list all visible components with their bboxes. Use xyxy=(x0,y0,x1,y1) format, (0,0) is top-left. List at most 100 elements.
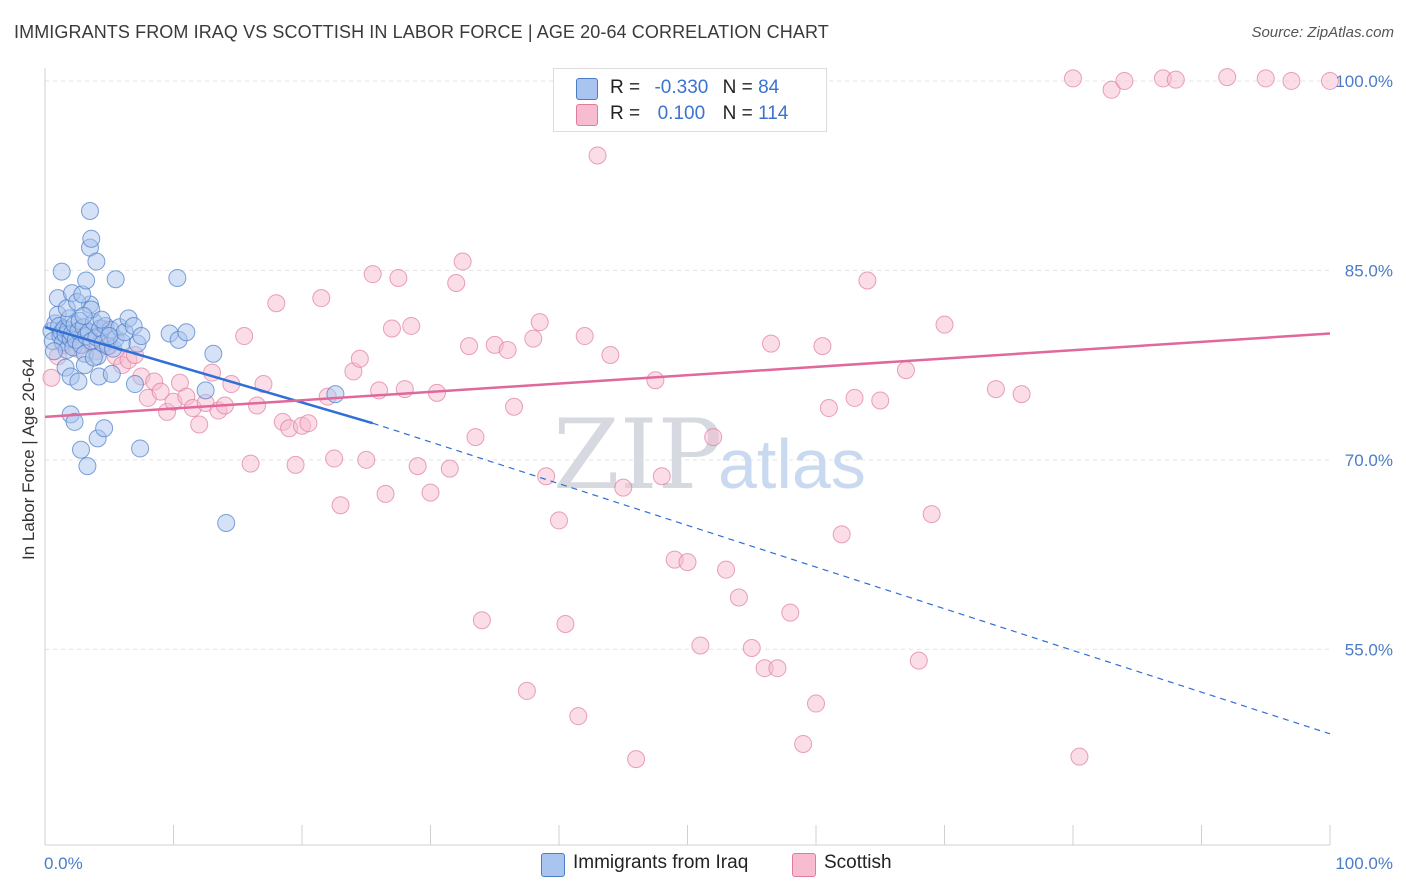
scottish-point xyxy=(447,274,466,293)
iraq-point xyxy=(65,412,84,431)
scottish-point xyxy=(922,505,941,524)
scottish-point xyxy=(588,146,607,165)
scottish-point xyxy=(1282,71,1301,90)
scottish-point xyxy=(505,397,524,416)
scottish-point xyxy=(453,252,472,271)
legend-r-value-iraq: -0.330 xyxy=(654,77,709,98)
scottish-point xyxy=(794,734,813,753)
scottish-point xyxy=(267,294,286,313)
legend-n-value-scottish: 114 xyxy=(758,103,789,124)
scottish-point xyxy=(151,382,170,401)
scottish-trend-line xyxy=(44,332,1331,419)
iraq-point xyxy=(87,252,106,271)
scottish-point xyxy=(389,268,408,287)
scottish-point xyxy=(1321,71,1339,90)
scottish-point xyxy=(325,449,344,468)
scottish-point xyxy=(460,337,479,356)
scottish-point xyxy=(421,483,440,502)
x-tick-label-max: 100.0% xyxy=(1335,854,1393,873)
scottish-point xyxy=(556,614,575,633)
scottish-point xyxy=(896,361,915,380)
scottish-point xyxy=(299,414,318,433)
scottish-point xyxy=(241,454,260,473)
scottish-point xyxy=(382,319,401,338)
iraq-point xyxy=(106,270,125,289)
scottish-point xyxy=(312,289,331,308)
legend-label-scottish: Scottish xyxy=(824,852,892,873)
iraq-point xyxy=(125,375,144,394)
source-label: Source: ZipAtlas.com xyxy=(1251,24,1394,41)
y-tick-label: 55.0% xyxy=(1345,640,1393,659)
scottish-point xyxy=(729,588,748,607)
iraq-point xyxy=(204,344,223,363)
scottish-point xyxy=(569,707,588,726)
watermark-zip: ZIP xyxy=(553,399,722,511)
scottish-point xyxy=(986,380,1005,399)
iraq-point xyxy=(44,342,63,361)
iraq-point xyxy=(132,327,151,346)
scottish-point xyxy=(248,396,267,415)
scottish-point xyxy=(1064,69,1082,88)
scottish-point xyxy=(614,478,633,497)
scottish-point xyxy=(190,415,209,434)
legend-n-value-iraq: 84 xyxy=(758,77,780,98)
axes xyxy=(44,68,1331,846)
series-legend: Immigrants from Iraq Scottish xyxy=(0,852,1406,878)
trend-lines xyxy=(44,326,1331,735)
scottish-point xyxy=(762,334,781,353)
watermark: ZIP atlas xyxy=(553,399,866,511)
scottish-point xyxy=(466,428,485,447)
scottish-point xyxy=(1256,69,1275,88)
scottish-point xyxy=(871,391,890,410)
iraq-point xyxy=(74,306,93,325)
legend-swatch-scottish xyxy=(576,104,598,126)
scottish-point xyxy=(1102,80,1121,99)
scottish-point xyxy=(742,638,761,657)
legend-swatch-iraq xyxy=(541,853,565,877)
scottish-point xyxy=(1070,747,1089,766)
scottish-point xyxy=(845,388,864,407)
scottish-point xyxy=(575,327,594,346)
legend-r-label: R = xyxy=(610,103,641,124)
scottish-point xyxy=(819,399,838,418)
scottish-point xyxy=(768,659,787,678)
iraq-point xyxy=(177,323,196,342)
iraq-point xyxy=(217,513,236,532)
scottish-point xyxy=(408,457,427,476)
scottish-point xyxy=(517,681,536,700)
scottish-point xyxy=(331,496,350,515)
iraq-point xyxy=(69,372,88,391)
scottish-point xyxy=(646,371,665,390)
legend-stats-iraq: R = -0.330 N = 84 xyxy=(610,77,779,99)
iraq-trend-line xyxy=(44,326,374,425)
scottish-point xyxy=(704,428,723,447)
scottish-point xyxy=(935,315,954,334)
scottish-point xyxy=(781,603,800,622)
iraq-point xyxy=(78,457,97,476)
scottish-point xyxy=(652,467,671,486)
iraq-point xyxy=(84,348,103,367)
y-axis-label: In Labor Force | Age 20-64 xyxy=(19,358,38,560)
scottish-point xyxy=(286,455,305,474)
legend-stats-scottish: R = 0.100 N = 114 xyxy=(610,103,788,125)
iraq-point xyxy=(52,262,71,281)
iraq-point xyxy=(71,440,90,459)
legend-swatch-scottish xyxy=(792,853,816,877)
chart-title: IMMIGRANTS FROM IRAQ VS SCOTTISH IN LABO… xyxy=(14,22,829,42)
scottish-point xyxy=(691,636,710,655)
scottish-point xyxy=(440,459,459,478)
y-tick-label: 85.0% xyxy=(1345,261,1393,280)
iraq-point xyxy=(100,327,119,346)
iraq-point xyxy=(326,385,345,404)
scottish-point xyxy=(363,265,382,284)
scottish-point xyxy=(1115,71,1134,90)
x-tick-label-min: 0.0% xyxy=(44,854,83,873)
y-tick-labels: 55.0% 70.0% 85.0% 100.0% xyxy=(1335,72,1393,659)
y-tick-label: 100.0% xyxy=(1335,72,1393,91)
scottish-point xyxy=(807,694,825,713)
legend-swatch-iraq xyxy=(576,78,598,100)
scottish-point xyxy=(550,511,568,530)
legend-r-label: R = xyxy=(610,77,641,98)
legend-label-iraq: Immigrants from Iraq xyxy=(573,852,749,873)
scottish-point xyxy=(678,553,697,572)
